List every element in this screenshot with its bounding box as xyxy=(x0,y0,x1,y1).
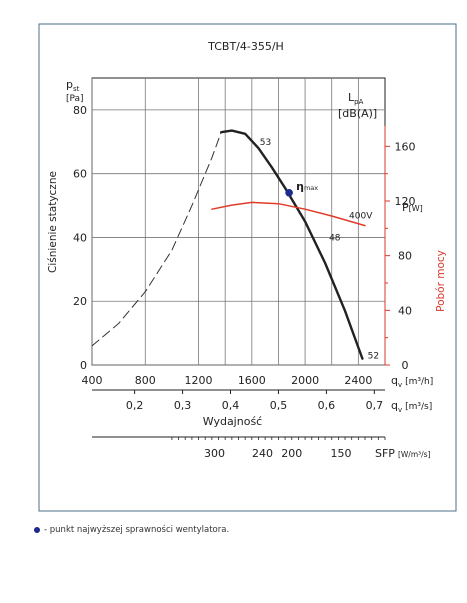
footnote-text: - punkt najwyższej sprawności wentylator… xyxy=(44,525,230,535)
y-tick-label: 40 xyxy=(73,231,87,244)
power-axis-unit: [W] xyxy=(409,204,423,213)
pressure-curve-unstable xyxy=(91,131,222,347)
series xyxy=(91,129,366,360)
x-axis-symbol: q xyxy=(391,374,398,387)
lpa-symbol-sub: pA xyxy=(354,98,363,106)
chart-frame xyxy=(38,23,457,512)
flow-m3s-symbol-sub: v xyxy=(398,406,402,414)
y-axis-title: Ciśnienie statyczne xyxy=(47,171,59,273)
y-tick-label: 0 xyxy=(80,359,87,372)
sfp-unit: [W/m³/s] xyxy=(398,450,431,459)
flow-m3s-tick-label: 0,6 xyxy=(318,399,336,412)
noise-label: 48 xyxy=(329,233,341,243)
lpa-symbol-l: L xyxy=(348,91,355,104)
x-tick-label: 800 xyxy=(135,374,156,387)
lpa-unit: [dB(A)] xyxy=(338,107,377,120)
sfp-tick-label: 300 xyxy=(204,447,225,460)
flow-m3s-tick-label: 0,4 xyxy=(222,399,240,412)
y-axis-symbol-p: p xyxy=(66,78,73,91)
max-efficiency-dot-legend xyxy=(34,526,40,533)
ticks: 400 800 1200 1600 2000 2400 qv [m³/h]020406080p… xyxy=(47,78,447,460)
labels: LpA[dB(A)] 400V 53 48 52 ηmax xyxy=(260,91,379,361)
noise-label: 53 xyxy=(260,138,271,148)
max-efficiency-label: ηmax xyxy=(296,180,318,193)
flow-m3s-tick-label: 0,2 xyxy=(126,399,144,412)
x-axis-unit: [m³/h] xyxy=(405,377,433,387)
y-axis-symbol: pst xyxy=(66,78,80,93)
x-axis-label: qv [m³/h] xyxy=(391,374,433,389)
x-tick-label: 2400 xyxy=(344,374,372,387)
max-efficiency-sub: max xyxy=(304,184,318,192)
flow-caption: Wydajność xyxy=(203,415,262,428)
y-axis-symbol-sub: st xyxy=(73,85,80,93)
sfp-axis-label: SFP [W/m³/s] xyxy=(375,447,431,460)
lpa-symbol: LpA xyxy=(348,91,364,106)
max-efficiency-marker xyxy=(285,189,293,197)
x-tick-label: 1600 xyxy=(238,374,266,387)
noise-label: 52 xyxy=(368,351,379,361)
footnote: - punkt najwyższej sprawności wentylator… xyxy=(34,525,229,535)
y-tick-label: 80 xyxy=(73,104,87,117)
power-tick-label: 160 xyxy=(395,140,416,153)
power-curve xyxy=(211,201,366,227)
plot-area xyxy=(91,77,386,366)
sfp-tick-label: 150 xyxy=(331,447,352,460)
grid xyxy=(91,77,386,366)
y-axis-unit: [Pa] xyxy=(66,94,84,104)
power-tick-label: 120 xyxy=(395,195,416,208)
sfp-label: SFP xyxy=(375,447,395,460)
chart-title: TCBT/4-355/H xyxy=(207,40,284,53)
flow-m3s-unit: [m³/s] xyxy=(405,402,432,412)
power-axis-symbol: P[W] xyxy=(402,201,423,214)
flow-m3s-tick-label: 0,3 xyxy=(174,399,192,412)
flow-m3s-symbol: q xyxy=(391,399,398,412)
y-tick-label: 20 xyxy=(73,295,87,308)
x-tick-label: 400 xyxy=(82,374,103,387)
x-tick-label: 2000 xyxy=(291,374,319,387)
x-tick-label: 1200 xyxy=(185,374,213,387)
pressure-curve xyxy=(220,129,364,360)
power-tick-label: 80 xyxy=(398,250,412,263)
power-axis-title: Pobór mocy xyxy=(435,250,447,312)
sfp-tick-label: 200 xyxy=(281,447,302,460)
flow-m3s-tick-label: 0,5 xyxy=(270,399,288,412)
power-tick-label: 40 xyxy=(398,304,412,317)
x-axis-symbol-sub: v xyxy=(398,381,402,389)
max-efficiency-eta: η xyxy=(296,180,304,193)
flow-m3s-axis-label: qv [m³/s] xyxy=(391,399,432,414)
power-tick-label: 0 xyxy=(402,359,409,372)
sfp-tick-label: 240 xyxy=(252,447,273,460)
power-curve-label: 400V xyxy=(349,212,373,222)
power-axis-symbol-p: P xyxy=(402,201,409,214)
y-tick-label: 60 xyxy=(73,168,87,181)
flow-m3s-tick-label: 0,7 xyxy=(366,399,384,412)
